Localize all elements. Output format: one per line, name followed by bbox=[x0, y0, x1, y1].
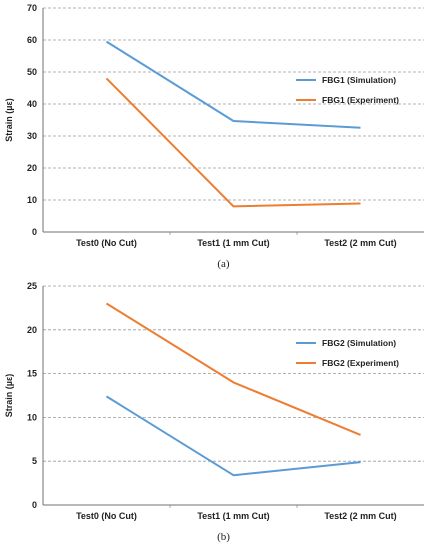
legend-label: FBG2 (Experiment) bbox=[322, 358, 399, 368]
y-tick-label: 20 bbox=[27, 325, 37, 335]
legend-label: FBG2 (Simulation) bbox=[322, 338, 396, 348]
legend-label: FBG1 (Experiment) bbox=[322, 95, 399, 105]
chart-caption: (b) bbox=[217, 531, 230, 543]
y-tick-label: 25 bbox=[27, 281, 37, 291]
x-tick-label: Test0 (No Cut) bbox=[76, 511, 137, 521]
legend: FBG2 (Simulation) FBG2 (Experiment) bbox=[296, 338, 399, 368]
series-line-2 bbox=[105, 302, 361, 436]
y-tick-label: 50 bbox=[27, 67, 37, 77]
chart-caption: (a) bbox=[217, 258, 230, 270]
y-tick-label: 0 bbox=[32, 227, 37, 237]
y-tick-label: 60 bbox=[27, 35, 37, 45]
y-axis-label: Strain (µε) bbox=[4, 374, 14, 417]
chart-a: 0 10 20 30 40 50 60 70 Test0 (No Cut) Test1 (1 mm… bbox=[4, 3, 424, 270]
x-tick-label: Test2 (2 mm Cut) bbox=[324, 238, 396, 248]
y-tick-label: 15 bbox=[27, 369, 37, 379]
x-tick-label: Test1 (1 mm Cut) bbox=[197, 238, 269, 248]
y-tick-label: 70 bbox=[27, 3, 37, 13]
y-tick-label: 0 bbox=[32, 500, 37, 510]
y-tick-label: 10 bbox=[27, 195, 37, 205]
legend-label: FBG1 (Simulation) bbox=[322, 75, 396, 85]
y-tick-label: 5 bbox=[32, 456, 37, 466]
y-tick-label: 20 bbox=[27, 163, 37, 173]
x-tick-label: Test2 (2 mm Cut) bbox=[324, 511, 396, 521]
y-tick-label: 30 bbox=[27, 131, 37, 141]
chart-b: 0 5 10 15 20 25 Test0 (No Cut) Test1 (1 mm Cut)… bbox=[4, 281, 424, 543]
y-axis-label: Strain (µε) bbox=[4, 98, 14, 141]
legend: FBG1 (Simulation) FBG1 (Experiment) bbox=[296, 75, 399, 105]
x-tick-label: Test0 (No Cut) bbox=[76, 238, 137, 248]
y-tick-label: 40 bbox=[27, 99, 37, 109]
x-tick-label: Test1 (1 mm Cut) bbox=[197, 511, 269, 521]
series-line-1 bbox=[105, 395, 361, 477]
y-tick-label: 10 bbox=[27, 412, 37, 422]
